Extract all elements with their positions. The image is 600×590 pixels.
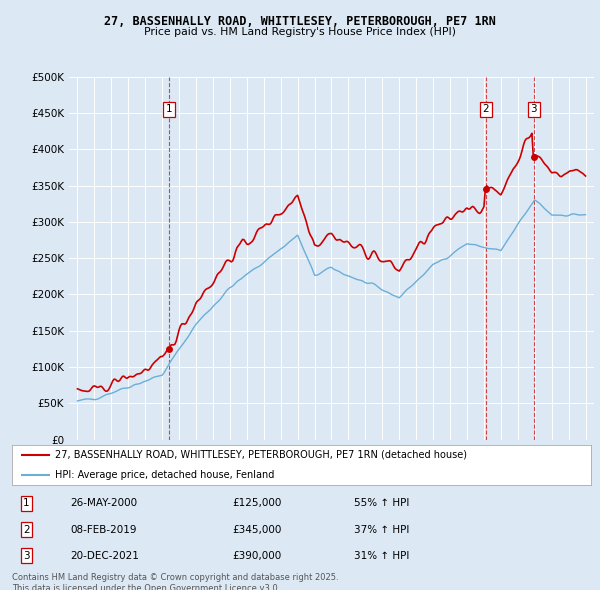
Text: Contains HM Land Registry data © Crown copyright and database right 2025.
This d: Contains HM Land Registry data © Crown c… — [12, 573, 338, 590]
Text: 08-FEB-2019: 08-FEB-2019 — [70, 525, 136, 535]
Text: 37% ↑ HPI: 37% ↑ HPI — [353, 525, 409, 535]
Text: 2: 2 — [23, 525, 30, 535]
Text: £390,000: £390,000 — [232, 551, 281, 561]
Text: 26-MAY-2000: 26-MAY-2000 — [70, 498, 137, 508]
Text: 27, BASSENHALLY ROAD, WHITTLESEY, PETERBOROUGH, PE7 1RN: 27, BASSENHALLY ROAD, WHITTLESEY, PETERB… — [104, 15, 496, 28]
Text: 31% ↑ HPI: 31% ↑ HPI — [353, 551, 409, 561]
Text: 1: 1 — [166, 104, 172, 114]
Text: 20-DEC-2021: 20-DEC-2021 — [70, 551, 139, 561]
Text: 1: 1 — [23, 498, 30, 508]
Text: Price paid vs. HM Land Registry's House Price Index (HPI): Price paid vs. HM Land Registry's House … — [144, 27, 456, 37]
Text: 3: 3 — [23, 551, 30, 561]
Text: £345,000: £345,000 — [232, 525, 281, 535]
Text: £125,000: £125,000 — [232, 498, 281, 508]
Text: 3: 3 — [530, 104, 537, 114]
Text: 2: 2 — [482, 104, 489, 114]
Text: HPI: Average price, detached house, Fenland: HPI: Average price, detached house, Fenl… — [55, 470, 275, 480]
Text: 55% ↑ HPI: 55% ↑ HPI — [353, 498, 409, 508]
Text: 27, BASSENHALLY ROAD, WHITTLESEY, PETERBOROUGH, PE7 1RN (detached house): 27, BASSENHALLY ROAD, WHITTLESEY, PETERB… — [55, 450, 467, 460]
